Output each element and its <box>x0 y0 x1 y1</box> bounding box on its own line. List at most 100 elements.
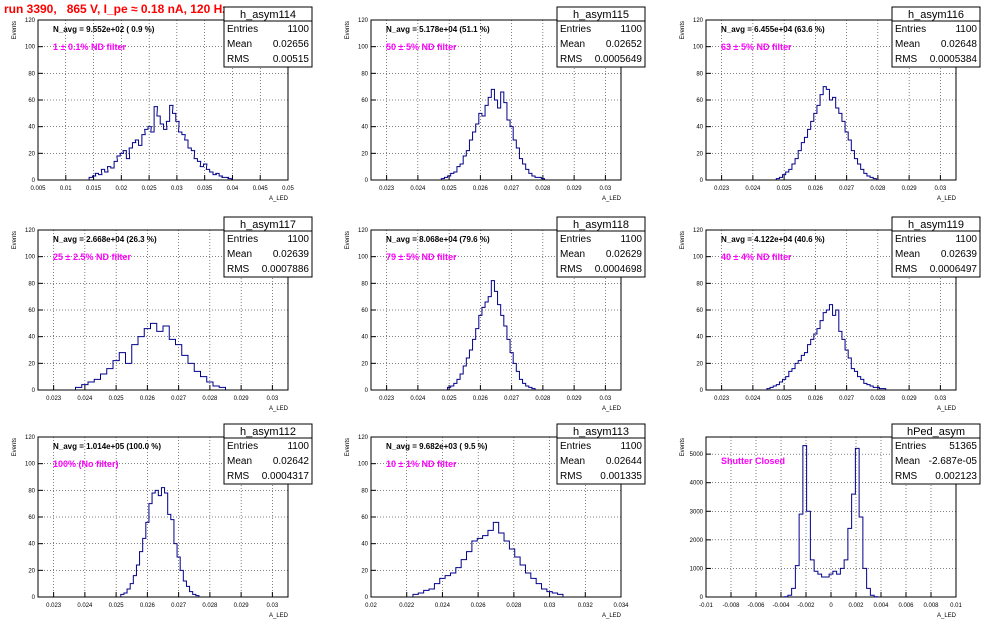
x-tick-label: 0.03 <box>935 396 947 402</box>
x-tick-label: 0.023 <box>46 603 62 609</box>
x-tick-label: 0.029 <box>902 396 918 402</box>
x-tick-label: 0.029 <box>234 396 250 402</box>
y-tick-label: 60 <box>28 98 35 104</box>
stats-value-rms: 0.0005384 <box>930 54 978 65</box>
y-tick-label: 40 <box>28 125 35 131</box>
y-tick-label: 120 <box>358 18 369 24</box>
stats-value-mean: 0.02644 <box>606 456 643 467</box>
y-axis-label: Events <box>345 231 351 249</box>
x-axis-label: A_LED <box>269 406 289 412</box>
y-tick-label: 80 <box>361 488 368 494</box>
y-tick-label: 40 <box>696 335 703 341</box>
histogram-panel-h_asym117: 0.023 0.024 0.025 0.026 0.027 0.028 0.029 0.03 0… <box>12 216 313 412</box>
y-tick-label: 80 <box>696 71 703 77</box>
stats-value-mean: 0.02639 <box>941 249 978 260</box>
x-axis-label: A_LED <box>937 406 957 412</box>
x-tick-label: 0.024 <box>410 186 426 192</box>
x-tick-label: -0.008 <box>722 603 740 609</box>
y-tick-label: 0 <box>32 595 36 601</box>
y-tick-label: 100 <box>358 45 369 51</box>
stats-label-entries: Entries <box>227 234 258 245</box>
histogram-panel-h_asym114: 0.005 0.01 0.015 0.02 0.025 0.03 0.035 0.04 0.04… <box>12 6 313 202</box>
x-tick-label: 0.025 <box>109 396 125 402</box>
x-tick-label: 0.029 <box>567 396 583 402</box>
x-tick-label: 0.03 <box>267 603 279 609</box>
x-tick-label: 0.027 <box>171 396 187 402</box>
y-axis-label: Events <box>12 231 18 249</box>
stats-value-rms: 0.002123 <box>935 471 977 482</box>
stats-label-entries: Entries <box>560 24 591 35</box>
x-tick-label: 0.027 <box>171 603 187 609</box>
stats-box <box>556 230 646 278</box>
y-tick-label: 60 <box>361 98 368 104</box>
y-tick-label: 20 <box>361 568 368 574</box>
stats-label-mean: Mean <box>560 39 585 50</box>
y-tick-label: 40 <box>28 542 35 548</box>
x-tick-label: 0.02 <box>115 186 127 192</box>
stats-title: h_asym117 <box>240 219 296 231</box>
histogram-panel-h_asym118: 0.023 0.024 0.025 0.026 0.027 0.028 0.029 0.03 0… <box>345 216 646 412</box>
x-tick-label: 0.03 <box>600 396 612 402</box>
y-tick-label: 4000 <box>690 481 704 487</box>
y-tick-label: 20 <box>361 361 368 367</box>
x-tick-label: 0.03 <box>544 603 556 609</box>
stats-value-mean: 0.02652 <box>606 39 643 50</box>
x-axis-label: A_LED <box>602 613 622 619</box>
stats-title: h_asym113 <box>573 426 629 438</box>
y-tick-label: 100 <box>358 255 369 261</box>
y-tick-label: 60 <box>28 308 35 314</box>
y-tick-label: 80 <box>361 71 368 77</box>
y-tick-label: 120 <box>358 228 369 234</box>
stats-label-mean: Mean <box>227 39 252 50</box>
stats-title: h_asym116 <box>908 9 964 21</box>
x-tick-label: 0.029 <box>234 603 250 609</box>
histogram-line <box>412 521 564 597</box>
x-tick-label: 0.023 <box>46 396 62 402</box>
navg-annotation: N_avg = 2.668e+04 (26.3 %) <box>53 235 157 244</box>
y-axis-label: Events <box>680 21 686 39</box>
x-axis-label: A_LED <box>602 196 622 202</box>
stats-label-rms: RMS <box>560 264 583 275</box>
y-axis-label: Events <box>680 438 686 456</box>
histogram-panel-hPed_asym: -0.01 -0.008 -0.006 -0.004 -0.002 0 0.002 0.004… <box>680 423 981 619</box>
y-tick-label: 0 <box>365 595 369 601</box>
y-tick-label: 60 <box>28 515 35 521</box>
x-tick-label: 0.026 <box>140 396 156 402</box>
y-tick-label: 40 <box>361 125 368 131</box>
stats-value-mean: 0.02629 <box>606 249 643 260</box>
x-axis-label: A_LED <box>269 196 289 202</box>
x-tick-label: 0 <box>829 603 833 609</box>
x-tick-label: 0.024 <box>435 603 451 609</box>
x-tick-label: 0.025 <box>777 396 793 402</box>
x-axis-label: A_LED <box>269 613 289 619</box>
x-tick-label: 0.029 <box>567 186 583 192</box>
x-tick-label: 0.024 <box>410 396 426 402</box>
x-tick-label: 0.045 <box>253 186 269 192</box>
stats-label-mean: Mean <box>227 456 252 467</box>
y-tick-label: 80 <box>28 281 35 287</box>
stats-label-rms: RMS <box>227 54 250 65</box>
histogram-line <box>120 487 200 597</box>
filter-label: 79 ± 5% ND filter <box>386 252 457 262</box>
x-tick-label: 0.035 <box>197 186 213 192</box>
histogram-line <box>783 445 879 598</box>
stats-label-mean: Mean <box>895 249 920 260</box>
y-tick-label: 100 <box>25 45 36 51</box>
stats-value-entries: 1100 <box>620 234 642 245</box>
x-tick-label: 0.04 <box>227 186 239 192</box>
x-tick-label: 0.026 <box>473 396 489 402</box>
histogram-panel-h_asym113: 0.02 0.022 0.024 0.026 0.028 0.03 0.032 0.034 0 2… <box>345 423 646 619</box>
y-tick-label: 20 <box>28 151 35 157</box>
x-tick-label: 0.05 <box>282 186 294 192</box>
stats-box <box>223 20 313 68</box>
stats-label-rms: RMS <box>560 54 583 65</box>
stats-value-rms: 0.0004698 <box>595 264 643 275</box>
stats-label-mean: Mean <box>560 249 585 260</box>
y-tick-label: 120 <box>25 435 36 441</box>
navg-annotation: N_avg = 6.455e+04 (63.6 %) <box>721 25 825 34</box>
y-tick-label: 5000 <box>690 452 704 458</box>
stats-box <box>223 230 313 278</box>
x-tick-label: 0.034 <box>613 603 629 609</box>
y-tick-label: 80 <box>696 281 703 287</box>
stats-value-mean: 0.02656 <box>273 39 310 50</box>
